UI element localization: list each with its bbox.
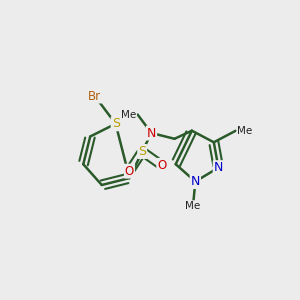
Text: Me: Me	[185, 201, 201, 211]
Text: Br: Br	[88, 90, 101, 103]
Text: N: N	[190, 175, 200, 188]
Text: Me: Me	[237, 126, 252, 136]
Text: N: N	[214, 161, 223, 174]
Text: O: O	[157, 159, 167, 172]
Text: S: S	[138, 145, 146, 158]
Text: Me: Me	[121, 110, 136, 119]
Text: O: O	[125, 165, 134, 178]
Text: N: N	[147, 127, 156, 140]
Text: S: S	[112, 117, 120, 130]
